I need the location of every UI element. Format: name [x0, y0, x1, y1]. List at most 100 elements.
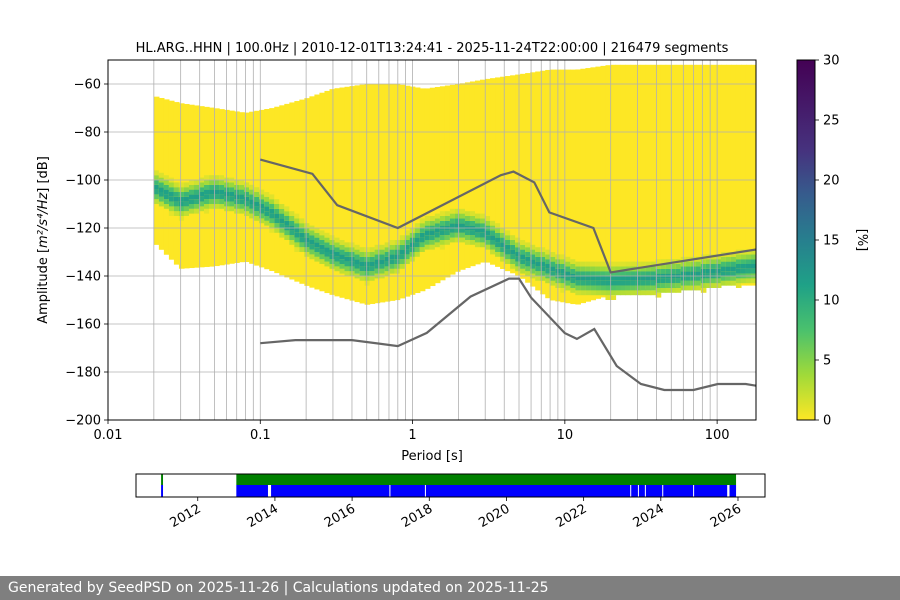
heatmap-cell	[510, 244, 516, 250]
heatmap-cell	[444, 220, 451, 226]
heatmap-cell	[249, 189, 255, 195]
heatmap-cell	[655, 268, 662, 274]
heatmap-cell	[580, 271, 586, 276]
colorbar-tick-label: 20	[823, 174, 840, 189]
heatmap-column	[675, 64, 682, 293]
heatmap-column	[454, 84, 461, 272]
heatmap-cell	[695, 261, 702, 267]
heatmap-cell	[334, 247, 341, 252]
heatmap-cell	[665, 259, 672, 264]
heatmap-cell	[740, 254, 747, 260]
heatmap-cell	[515, 261, 521, 267]
heatmap-cell	[319, 240, 326, 245]
heatmap-cell	[620, 271, 627, 276]
heatmap-cell	[209, 194, 215, 200]
heatmap-cell	[570, 288, 576, 293]
heatmap-cell	[249, 184, 255, 190]
heatmap-cell	[520, 249, 526, 255]
heatmap-column	[434, 86, 441, 284]
x-tick-label: 0.01	[94, 428, 123, 443]
heatmap-cell	[264, 201, 270, 207]
heatmap-cell	[158, 172, 165, 178]
heatmap-background-cell	[645, 64, 652, 290]
heatmap-column	[279, 105, 285, 276]
heatmap-cell	[384, 242, 391, 248]
heatmap-cell	[364, 256, 371, 262]
heatmap-cell	[294, 247, 300, 252]
heatmap-cell	[284, 220, 290, 226]
heatmap-cell	[244, 206, 250, 212]
heatmap-cell	[560, 264, 566, 269]
heatmap-cell	[525, 266, 531, 272]
heatmap-background-cell	[294, 101, 300, 282]
heatmap-cell	[324, 261, 331, 267]
heatmap-cell	[439, 235, 446, 240]
heatmap-cell	[620, 290, 627, 296]
timeline-year-label: 2018	[399, 501, 435, 531]
heatmap-cell	[449, 228, 456, 233]
heatmap-cell	[254, 192, 260, 197]
y-axis-label: Amplitude [m²/s⁴/Hz] [dB]	[36, 156, 51, 324]
heatmap-cell	[610, 280, 617, 286]
heatmap-cell	[444, 230, 451, 236]
heatmap-column	[645, 64, 652, 296]
heatmap-column	[173, 102, 180, 265]
heatmap-cell	[284, 206, 290, 212]
heatmap-cell	[379, 249, 386, 255]
heatmap-background-cell	[464, 82, 471, 268]
heatmap-cell	[219, 189, 225, 195]
heatmap-cell	[610, 271, 617, 276]
heatmap-cell	[625, 271, 632, 276]
heatmap-cell	[620, 276, 627, 281]
heatmap-column	[319, 92, 326, 292]
heatmap-cell	[685, 280, 692, 286]
heatmap-cell	[204, 194, 210, 200]
heatmap-cell	[434, 237, 441, 243]
heatmap-cell	[204, 180, 210, 185]
heatmap-background-cell	[459, 83, 466, 270]
heatmap-cell	[214, 204, 220, 209]
heatmap-cell	[600, 266, 607, 272]
heatmap-cell	[214, 199, 220, 204]
heatmap-cell	[294, 228, 300, 233]
heatmap-cell	[459, 237, 466, 243]
heatmap-cell	[570, 268, 576, 274]
heatmap-cell	[183, 206, 190, 212]
heatmap-cell	[750, 259, 756, 264]
heatmap-cell	[640, 280, 647, 286]
heatmap-column	[650, 64, 657, 296]
heatmap-cell	[464, 211, 471, 216]
heatmap-cell	[414, 242, 421, 248]
heatmap-cell	[204, 175, 210, 180]
heatmap-cell	[254, 216, 260, 221]
heatmap-cell	[670, 288, 677, 293]
heatmap-cell	[264, 220, 270, 226]
psd-density-heatmap	[153, 64, 756, 305]
heatmap-cell	[274, 228, 280, 233]
heatmap-cell	[299, 237, 305, 243]
heatmap-cell	[645, 261, 652, 267]
heatmap-cell	[294, 223, 300, 228]
heatmap-cell	[173, 192, 180, 197]
heatmap-cell	[459, 213, 466, 219]
heatmap-cell	[495, 232, 501, 238]
heatmap-background-cell	[369, 84, 376, 304]
heatmap-cell	[635, 271, 642, 276]
heatmap-column	[490, 78, 496, 265]
heatmap-background-cell	[615, 64, 622, 295]
heatmap-cell	[675, 264, 682, 269]
heatmap-cell	[565, 271, 571, 276]
heatmap-cell	[414, 252, 421, 257]
heatmap-cell	[249, 213, 255, 219]
heatmap-cell	[600, 285, 607, 291]
heatmap-cell	[640, 261, 647, 267]
heatmap-cell	[575, 280, 581, 286]
heatmap-cell	[178, 201, 185, 207]
heatmap-cell	[153, 199, 160, 204]
heatmap-cell	[289, 230, 295, 236]
heatmap-cell	[369, 276, 376, 281]
heatmap-column	[600, 65, 607, 298]
heatmap-cell	[364, 247, 371, 252]
heatmap-cell	[429, 244, 436, 250]
heatmap-cell	[735, 268, 742, 274]
